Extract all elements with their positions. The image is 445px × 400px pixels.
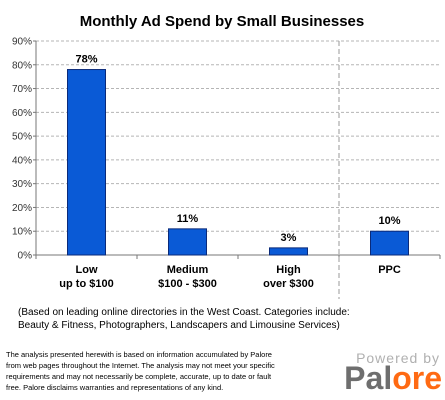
disclaimer-line-1: The analysis presented herewith is based…	[6, 350, 272, 359]
bar	[67, 69, 106, 256]
category-label: High	[276, 264, 301, 276]
y-tick-label: 70%	[12, 84, 32, 95]
powered-by-text: Powered by	[356, 350, 440, 366]
category-label: Low	[76, 264, 98, 276]
disclaimer-line-3: requirements and may not necessarily be …	[6, 372, 272, 381]
chart: Monthly Ad Spend by Small Businesses 0% 1…	[12, 13, 441, 299]
y-tick-label: 60%	[12, 108, 32, 119]
y-tick-label: 80%	[12, 60, 32, 71]
logo-part-2: ore	[392, 360, 442, 396]
logo-part-1: Pal	[344, 360, 393, 396]
source-note-line-2: Beauty & Fitness, Photographers, Landsca…	[18, 320, 340, 331]
data-label: 78%	[75, 54, 97, 66]
bar	[168, 228, 207, 256]
y-tick-label: 20%	[12, 203, 32, 214]
category-sublabel: up to $100	[59, 278, 113, 290]
palore-logo: Palore	[318, 360, 442, 397]
data-label: 10%	[378, 215, 400, 227]
disclaimer-line-2: from web pages throughout the Internet. …	[6, 361, 275, 370]
bar	[269, 247, 308, 256]
source-note-line-1: (Based on leading online directories in …	[18, 307, 350, 318]
data-label: 3%	[281, 232, 297, 244]
disclaimer-line-4: free. Palore disclaims warranties and re…	[6, 383, 224, 392]
disclaimer: The analysis presented herewith is based…	[6, 349, 306, 393]
category-label: PPC	[378, 264, 401, 276]
y-tick-label: 90%	[12, 37, 32, 48]
y-tick-label: 50%	[12, 132, 32, 143]
chart-title: Monthly Ad Spend by Small Businesses	[80, 13, 365, 30]
bar	[370, 230, 409, 256]
source-note: (Based on leading online directories in …	[18, 306, 438, 332]
y-tick-label: 0%	[18, 251, 33, 262]
y-tick-label: 40%	[12, 155, 32, 166]
y-tick-label: 30%	[12, 179, 32, 190]
category-sublabel: over $300	[263, 278, 314, 290]
data-label: 11%	[177, 213, 199, 225]
category-sublabel: $100 - $300	[158, 278, 217, 290]
category-label: Medium	[167, 264, 209, 276]
y-tick-label: 10%	[12, 227, 32, 238]
